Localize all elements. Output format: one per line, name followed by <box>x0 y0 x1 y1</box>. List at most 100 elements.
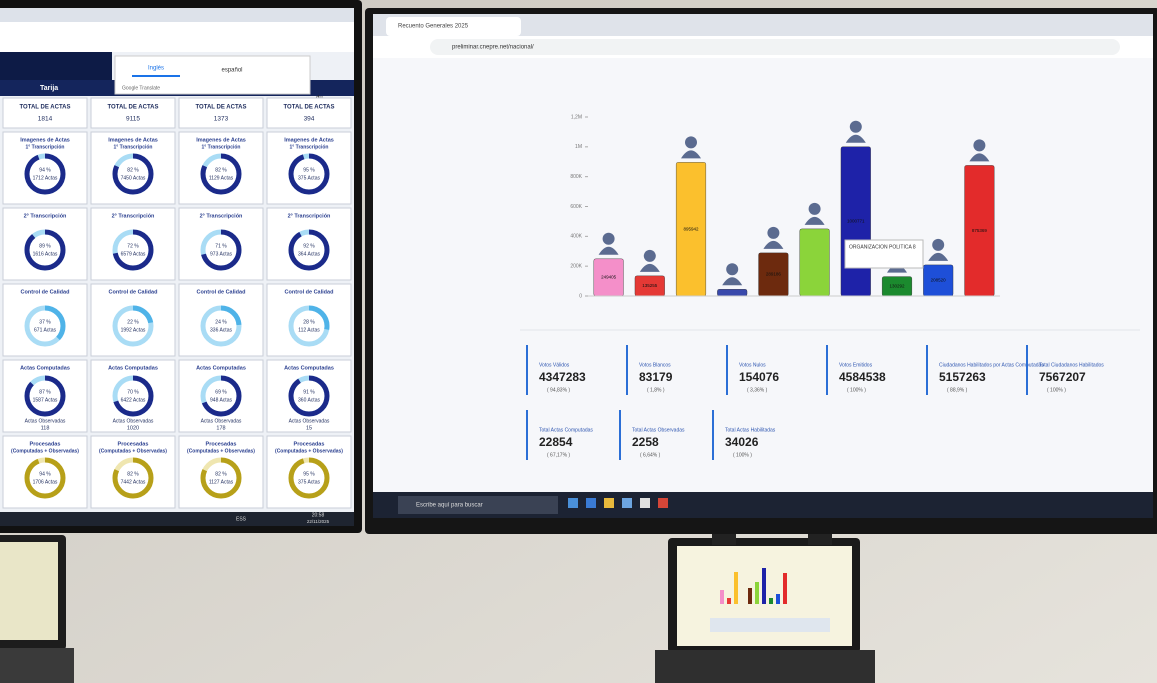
donut-percent: 89 % <box>39 243 51 249</box>
card-title: 2° Transcripción <box>24 213 67 219</box>
card-title: Actas Computadas <box>108 365 158 371</box>
stat-label: Votos Nulos <box>739 362 766 368</box>
total-card <box>178 97 264 129</box>
stat-label: Total Actas Computadas <box>539 427 593 433</box>
observed-value: 1020 <box>127 425 139 431</box>
stat-value: 4584538 <box>839 370 886 384</box>
donut-percent: 72 % <box>127 243 139 249</box>
card-subtitle: (Computadas + Observadas) <box>187 448 255 454</box>
donut-arc <box>112 229 154 271</box>
y-tick-label: 200K <box>570 263 582 269</box>
y-tick-label: 0 <box>579 293 582 299</box>
stat-label: Total Actas Observadas <box>632 427 685 433</box>
total-label: TOTAL DE ACTAS <box>108 105 159 111</box>
donut-arc <box>24 153 66 195</box>
bar-value-label: 289186 <box>766 272 782 277</box>
donut-percent: 82 % <box>215 471 227 477</box>
card-title: Control de Calidad <box>285 289 334 295</box>
donut-percent: 94 % <box>39 167 51 173</box>
candidate-head <box>726 263 739 276</box>
candidate-body <box>804 216 825 225</box>
donut-arc <box>200 153 242 195</box>
bar-value-label: 249405 <box>601 275 617 280</box>
card-title: Control de Calidad <box>21 289 70 295</box>
donut-card <box>2 359 88 433</box>
donut-arc <box>112 153 154 195</box>
total-label: TOTAL DE ACTAS <box>196 105 247 111</box>
donut-caption: 973 Actas <box>210 251 232 257</box>
donut-percent: 22 % <box>127 319 139 325</box>
candidate-body <box>928 252 949 261</box>
clock-time: 20:58 <box>312 512 325 518</box>
donut-arc <box>200 305 242 347</box>
stat-share: ( 67,17% ) <box>547 452 570 458</box>
translate-footer: Google Translate <box>122 85 160 91</box>
stat-share: ( 94,83% ) <box>547 387 570 393</box>
stat-value: 2258 <box>632 435 659 449</box>
donut-caption: 1712 Actas <box>33 175 58 181</box>
observed-label: Actas Observadas <box>113 418 154 424</box>
stat-share: ( 1,8% ) <box>647 387 665 393</box>
donut-percent: 91 % <box>303 389 315 395</box>
donut-percent: 70 % <box>127 389 139 395</box>
address-bar[interactable]: preliminar.cnepre.net/nacional/ <box>452 45 534 51</box>
donut-percent: 82 % <box>127 167 139 173</box>
card-title: Procesadas <box>294 441 325 447</box>
card-subtitle: 1° Transcripción <box>26 144 65 150</box>
bar-value-label: 135255 <box>642 283 658 288</box>
stat-value: 4347283 <box>539 370 586 384</box>
observed-label: Actas Observadas <box>25 418 66 424</box>
donut-percent: 95 % <box>303 167 315 173</box>
taskbar-search[interactable]: Escribe aquí para buscar <box>416 503 483 509</box>
card-title: Control de Calidad <box>197 289 246 295</box>
donut-percent: 92 % <box>303 243 315 249</box>
total-label: TOTAL DE ACTAS <box>284 105 335 111</box>
translate-option[interactable]: Inglés <box>148 66 164 72</box>
donut-percent: 94 % <box>39 471 51 477</box>
total-value: 9115 <box>126 116 140 123</box>
donut-caption: 1616 Actas <box>33 251 58 257</box>
candidate-body <box>722 277 743 286</box>
tooltip <box>844 239 924 269</box>
bar-value-label: 208520 <box>931 278 947 283</box>
donut-card <box>178 359 264 433</box>
laptop-center <box>655 538 875 683</box>
bar-value-label: 1000771 <box>847 219 865 224</box>
donut-arc <box>112 375 154 417</box>
translate-popup: Inglés español Google Translate <box>114 55 311 95</box>
browser-tab[interactable]: Recuento Generales 2025 <box>398 24 469 30</box>
total-card <box>2 97 88 129</box>
donut-percent: 37 % <box>39 319 51 325</box>
translate-option[interactable]: español <box>221 68 242 74</box>
bar-value-label: 130292 <box>889 283 905 288</box>
stat-label: Votos Válidos <box>539 362 570 368</box>
laptop-left <box>0 535 74 683</box>
tooltip-title: ORGANIZACION POLITICA 8 <box>849 244 916 250</box>
donut-caption: 360 Actas <box>298 397 320 403</box>
candidate-head <box>685 136 697 149</box>
donut-arc <box>112 457 154 499</box>
donut-card <box>90 359 176 433</box>
donut-arc <box>24 305 66 347</box>
card-subtitle: 1° Transcripción <box>202 144 241 150</box>
donut-caption: 1587 Actas <box>33 397 58 403</box>
y-tick-label: 800K <box>570 174 582 180</box>
donut-arc <box>288 305 330 347</box>
donut-arc <box>288 153 330 195</box>
tray-label: ESS <box>236 516 247 522</box>
stat-share: ( 100% ) <box>847 387 866 393</box>
y-tick-label: 1,2M <box>571 114 582 120</box>
candidate-body <box>639 263 660 272</box>
candidate-head <box>932 238 945 251</box>
donut-caption: 364 Actas <box>298 251 320 257</box>
donut-arc <box>288 229 330 271</box>
donut-percent: 28 % <box>303 319 315 325</box>
total-value: 1373 <box>214 116 229 123</box>
donut-arc <box>288 375 330 417</box>
bar <box>799 228 830 297</box>
candidate-body <box>598 246 619 255</box>
card-title: Control de Calidad <box>109 289 158 295</box>
card-title: Actas Computadas <box>196 365 246 371</box>
observed-label: Actas Observadas <box>201 418 242 424</box>
observed-value: 15 <box>306 425 312 431</box>
